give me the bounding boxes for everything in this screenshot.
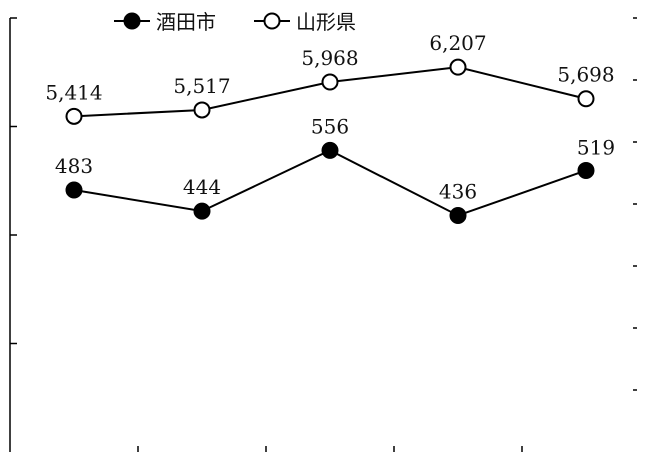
data-point-sakata: [449, 206, 467, 224]
data-point-sakata: [193, 202, 211, 220]
series-line-sakata: [73, 149, 587, 217]
data-point-yamagata: [577, 90, 595, 108]
legend-swatch-marker-sakata: [123, 12, 141, 30]
data-label-yamagata: 5,414: [45, 80, 102, 104]
series-layer: [65, 58, 595, 224]
data-label-yamagata: 5,968: [301, 46, 358, 70]
data-label-yamagata: 6,207: [429, 31, 486, 55]
data-label-yamagata: 5,517: [173, 74, 230, 98]
data-point-sakata: [577, 161, 595, 179]
data-point-yamagata: [321, 73, 339, 91]
legend-swatch-marker-yamagata: [263, 12, 281, 30]
data-label-yamagata: 5,698: [557, 63, 614, 87]
data-label-sakata: 556: [311, 114, 349, 138]
data-label-sakata: 436: [439, 179, 477, 203]
data-point-yamagata: [449, 58, 467, 76]
legend-label-yamagata: 山形県: [296, 10, 356, 34]
legend-label-sakata: 酒田市: [156, 10, 216, 34]
data-point-yamagata: [193, 101, 211, 119]
data-label-sakata: 444: [183, 175, 221, 199]
data-label-sakata: 483: [55, 154, 93, 178]
axes: [9, 17, 637, 452]
legend: 酒田市 山形県: [114, 10, 356, 34]
data-label-layer: 483 444 556 436 519 5,414 5,517 5,968 6,207 5,698: [45, 31, 615, 203]
data-point-sakata: [321, 141, 339, 159]
data-point-yamagata: [65, 107, 83, 125]
data-point-sakata: [65, 181, 83, 199]
data-label-sakata: 519: [577, 135, 615, 159]
